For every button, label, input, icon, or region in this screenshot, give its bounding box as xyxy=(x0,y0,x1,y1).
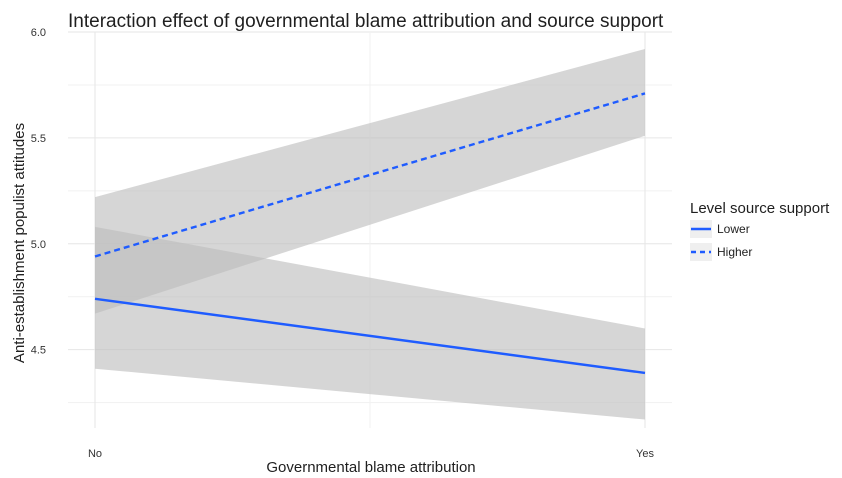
x-tick-label: Yes xyxy=(636,448,654,460)
chart-title: Interaction effect of governmental blame… xyxy=(68,11,664,32)
confidence-band-layer xyxy=(95,48,645,420)
y-tick-label: 5.0 xyxy=(31,239,46,251)
confidence-band-higher xyxy=(95,48,645,314)
legend: Level source support Lower Higher xyxy=(690,200,830,261)
y-axis-title: Anti-establishment populist attitudes xyxy=(11,123,28,363)
legend-title: Level source support xyxy=(690,200,830,217)
y-tick-label: 5.5 xyxy=(31,133,46,145)
series-line-lower xyxy=(94,297,646,375)
y-tick-label: 4.5 xyxy=(31,345,46,357)
x-axis-title: Governmental blame attribution xyxy=(266,459,475,476)
series-line-higher xyxy=(94,92,646,258)
legend-label-higher: Higher xyxy=(717,245,752,259)
confidence-band-lower xyxy=(95,226,645,420)
series-line-layer xyxy=(94,92,646,375)
x-tick-label: No xyxy=(88,448,102,460)
y-tick-label: 6.0 xyxy=(31,27,46,39)
tick-label-layer: 4.5 5.0 5.5 6.0 No Yes xyxy=(31,27,655,460)
legend-label-lower: Lower xyxy=(717,222,750,236)
